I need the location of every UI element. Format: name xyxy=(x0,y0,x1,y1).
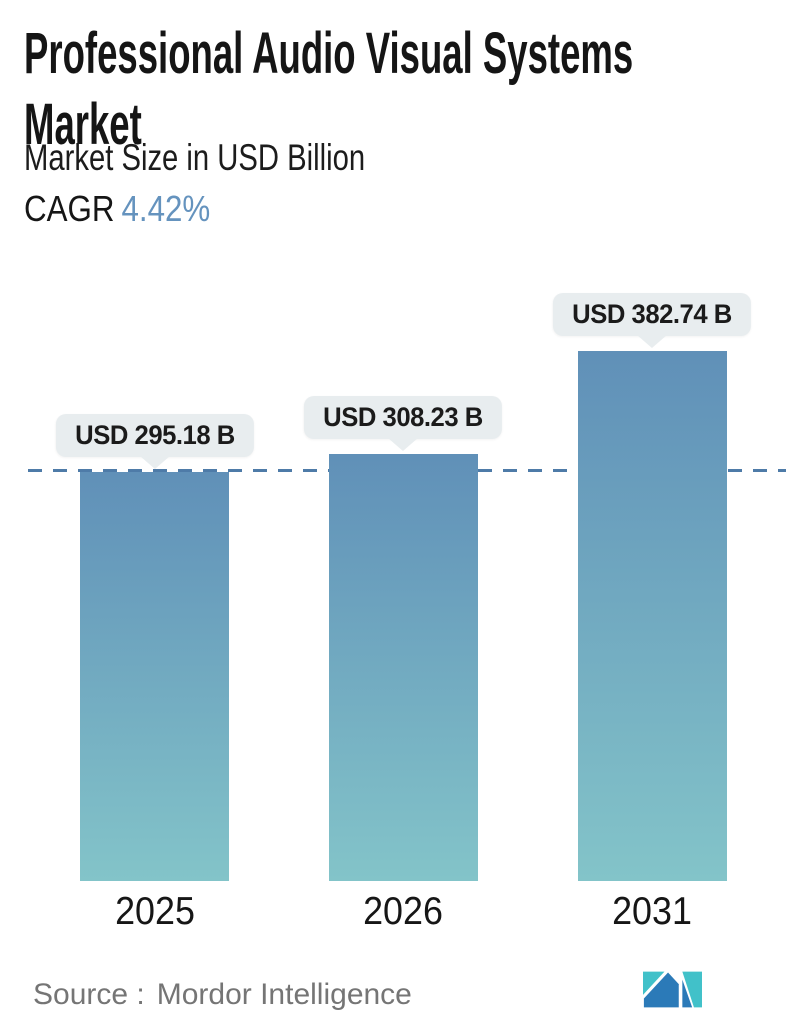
callout-text: USD 382.74 B xyxy=(572,299,732,329)
logo-blue-shape-left xyxy=(643,972,679,1008)
page-subtitle: Market Size in USD Billion xyxy=(24,137,366,178)
x-axis-label-2026: 2026 xyxy=(363,890,443,933)
callout-text: USD 308.23 B xyxy=(323,402,483,432)
cagr-line: CAGR 4.42% xyxy=(24,189,210,229)
source-value: Mordor Intelligence xyxy=(156,978,412,1011)
page-title-line2: Market xyxy=(24,92,142,157)
cagr-value: 4.42% xyxy=(121,188,211,229)
source-attribution: Source : Mordor Intelligence xyxy=(33,975,412,1015)
value-callout-2025: USD 295.18 B xyxy=(55,414,254,457)
page-title-line1: Professional Audio Visual Systems xyxy=(24,21,634,86)
value-callout-2026: USD 308.23 B xyxy=(303,396,503,439)
callout-text: USD 295.18 B xyxy=(74,420,235,450)
bar-2025 xyxy=(80,472,229,881)
cagr-label: CAGR xyxy=(24,188,115,229)
source-label: Source : xyxy=(33,978,145,1011)
x-axis-label-2025: 2025 xyxy=(114,890,195,933)
page-title: Professional Audio Visual Systems Market xyxy=(24,18,633,160)
bar-2031 xyxy=(577,351,727,881)
x-axis-label-2031: 2031 xyxy=(612,890,692,933)
bar-2026 xyxy=(328,454,478,881)
logo-teal-band-right xyxy=(682,971,702,1008)
mordor-intelligence-logo xyxy=(643,971,702,1008)
value-callout-2031: USD 382.74 B xyxy=(552,293,752,336)
